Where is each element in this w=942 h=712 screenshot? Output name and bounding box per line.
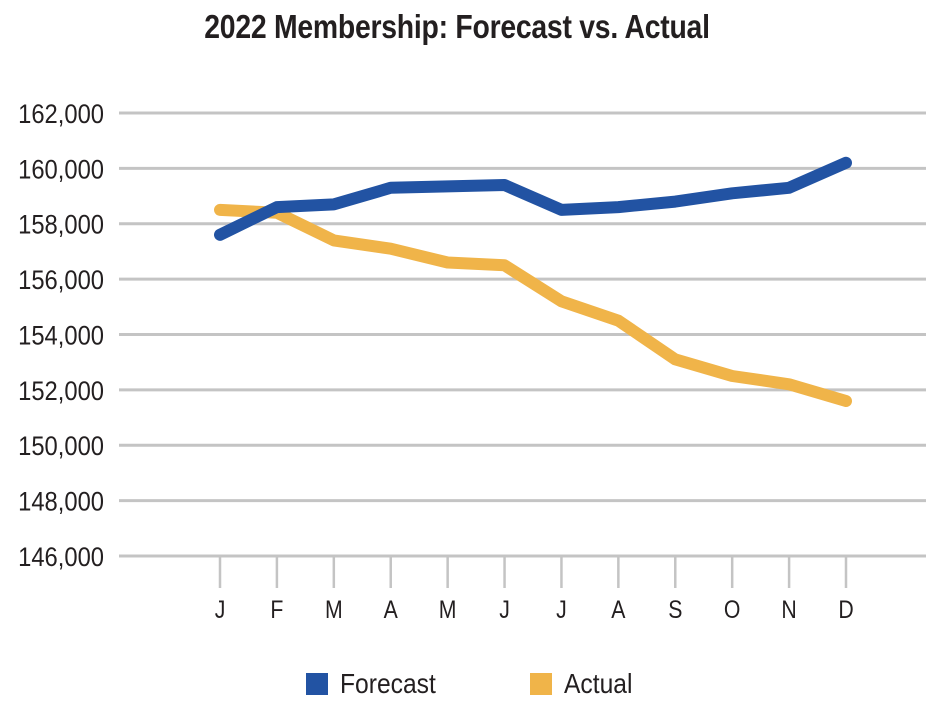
x-tick-label: F	[270, 595, 283, 623]
x-tick-label: M	[325, 595, 343, 623]
series-lines	[214, 156, 852, 407]
x-tick-label: J	[556, 595, 567, 623]
legend-item-forecast: Forecast	[306, 668, 449, 700]
x-tick-label: J	[499, 595, 510, 623]
y-tick-label: 146,000	[18, 543, 104, 573]
y-tick-label: 148,000	[18, 487, 104, 517]
chart-title: 2022 Membership: Forecast vs. Actual	[204, 8, 710, 45]
y-tick-label: 154,000	[18, 321, 104, 351]
x-tick-label: N	[781, 595, 796, 623]
x-tick-label: A	[384, 595, 399, 623]
y-tick-label: 158,000	[18, 210, 104, 240]
legend-swatch-forecast	[306, 673, 328, 695]
y-tick-label: 162,000	[18, 100, 104, 130]
x-tick-label: D	[838, 595, 853, 623]
legend: Forecast Actual	[0, 668, 942, 704]
series-line-forecast	[214, 156, 852, 241]
y-tick-label: 150,000	[18, 432, 104, 462]
legend-item-actual: Actual	[530, 668, 642, 700]
legend-label-actual: Actual	[564, 668, 633, 699]
legend-swatch-actual	[530, 673, 552, 695]
x-tick-label: S	[668, 595, 682, 623]
x-tick-label: A	[611, 595, 626, 623]
y-tick-label: 152,000	[18, 377, 104, 407]
y-axis-tick-labels: 146,000 148,000 150,000 152,000 154,000 156,0…	[18, 100, 104, 573]
y-tick-label: 160,000	[18, 155, 104, 185]
y-tick-label: 156,000	[18, 266, 104, 296]
x-tick-label: O	[724, 595, 741, 623]
series-line-actual	[214, 203, 852, 407]
legend-label-forecast: Forecast	[340, 668, 436, 699]
x-tick-label: M	[439, 595, 457, 623]
x-tick-label: J	[215, 595, 226, 623]
